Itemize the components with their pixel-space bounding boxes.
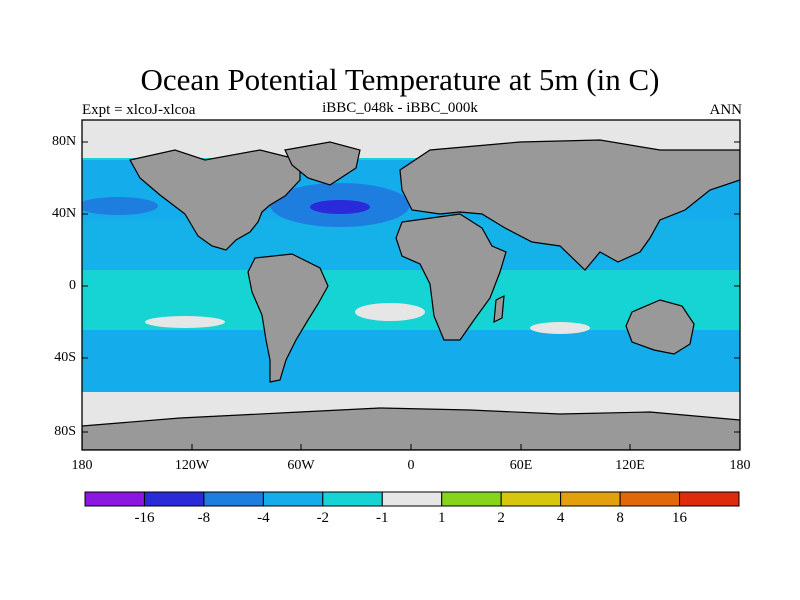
x-tick-label: 120E <box>615 458 645 473</box>
colorbar-swatch <box>322 491 383 507</box>
x-tick-label: 180 <box>729 458 751 473</box>
y-tick-label: 80S <box>54 424 76 439</box>
south-atlantic-neutral-patch <box>355 303 425 321</box>
north-pacific-west-anomaly <box>82 197 158 215</box>
map-title: Ocean Potential Temperature at 5m (in C) <box>140 62 660 97</box>
colorbar-label: -16 <box>134 510 155 526</box>
colorbar-swatch <box>381 491 443 507</box>
greenland-landmass <box>284 141 361 186</box>
colorbar-swatch <box>143 491 205 507</box>
colorbar-swatch <box>679 491 740 507</box>
tick-marks <box>81 141 741 450</box>
africa-landmass <box>395 213 507 341</box>
eurasia-landmass <box>399 139 740 271</box>
colorbar-label: 2 <box>497 510 505 526</box>
colorbar-swatch <box>560 491 621 507</box>
y-tick-label: 80N <box>52 134 77 149</box>
comparison-label: iBBC_048k - iBBC_000k <box>322 100 478 116</box>
season-label: ANN <box>709 102 743 118</box>
colorbar-label: -8 <box>197 510 211 526</box>
colorbar-label: 1 <box>437 510 446 526</box>
colorbar-swatch <box>500 491 562 507</box>
indian-ocean-neutral-patch <box>530 322 590 334</box>
colorbar-swatch <box>619 491 681 507</box>
y-tick-label: 0 <box>69 278 76 293</box>
colorbar-swatch <box>84 491 145 507</box>
australia-landmass <box>625 299 695 355</box>
antarctica-landmass <box>82 407 740 450</box>
y-tick-label: 40S <box>54 350 76 365</box>
colorbar <box>84 491 740 507</box>
south-mid-latitude-cool-band <box>82 330 740 392</box>
x-tick-label: 180 <box>71 458 93 473</box>
experiment-label: Expt = xlcoJ-xlcoa <box>82 102 196 118</box>
south-pacific-neutral-patch <box>145 316 225 328</box>
colorbar-label: 8 <box>616 510 624 526</box>
x-tick-label: 60E <box>509 458 533 473</box>
colorbar-label: 16 <box>672 510 688 526</box>
colorbar-label: 4 <box>556 510 565 526</box>
south-america-landmass <box>247 253 329 383</box>
colorbar-label: -4 <box>257 510 270 526</box>
colorbar-label: -2 <box>316 510 330 526</box>
land-masses <box>82 139 740 450</box>
x-tick-label: 60W <box>287 458 315 473</box>
colorbar-swatch <box>203 491 264 507</box>
north-america-landmass <box>129 149 301 251</box>
x-tick-label: 120W <box>174 458 210 473</box>
colorbar-swatch <box>262 491 324 507</box>
x-tick-label: 0 <box>407 458 415 473</box>
colorbar-label: -1 <box>376 510 389 526</box>
colorbar-swatch <box>441 491 502 507</box>
north-atlantic-strong-anomaly <box>310 200 370 214</box>
y-tick-label: 40N <box>52 206 77 221</box>
madagascar-landmass <box>493 294 505 324</box>
